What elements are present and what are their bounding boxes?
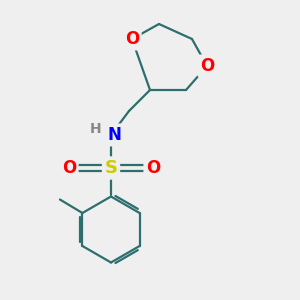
Text: H: H bbox=[90, 122, 102, 136]
Text: O: O bbox=[146, 159, 160, 177]
Text: O: O bbox=[125, 30, 139, 48]
Text: N: N bbox=[107, 126, 121, 144]
Text: O: O bbox=[200, 57, 214, 75]
Text: O: O bbox=[62, 159, 76, 177]
Text: S: S bbox=[104, 159, 118, 177]
